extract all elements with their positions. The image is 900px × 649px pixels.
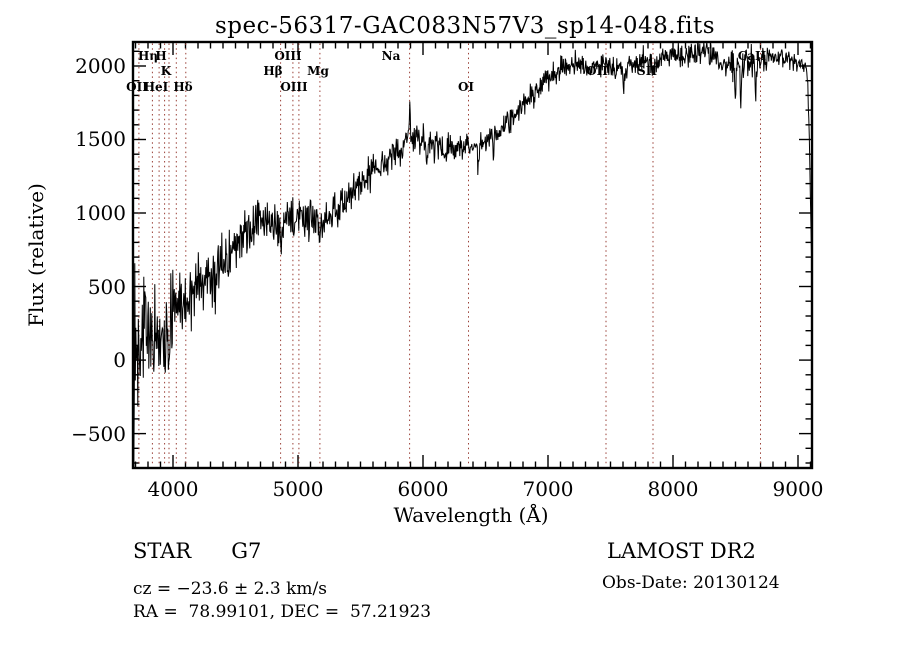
y-axis-label: Flux (relative)	[24, 183, 48, 327]
obs-date-text: Obs-Date: 20130124	[602, 573, 780, 593]
classification-text: STAR G7	[133, 539, 262, 563]
x-axis-label: Wavelength (Å)	[393, 503, 549, 527]
radec-text: RA = 78.99101, DEC = 57.21923	[133, 602, 432, 622]
cz-text: cz = −23.6 ± 2.3 km/s	[133, 579, 327, 599]
survey-text: LAMOST DR2	[607, 539, 756, 563]
plot-title: spec-56317-GAC083N57V3_sp14-048.fits	[214, 13, 716, 39]
